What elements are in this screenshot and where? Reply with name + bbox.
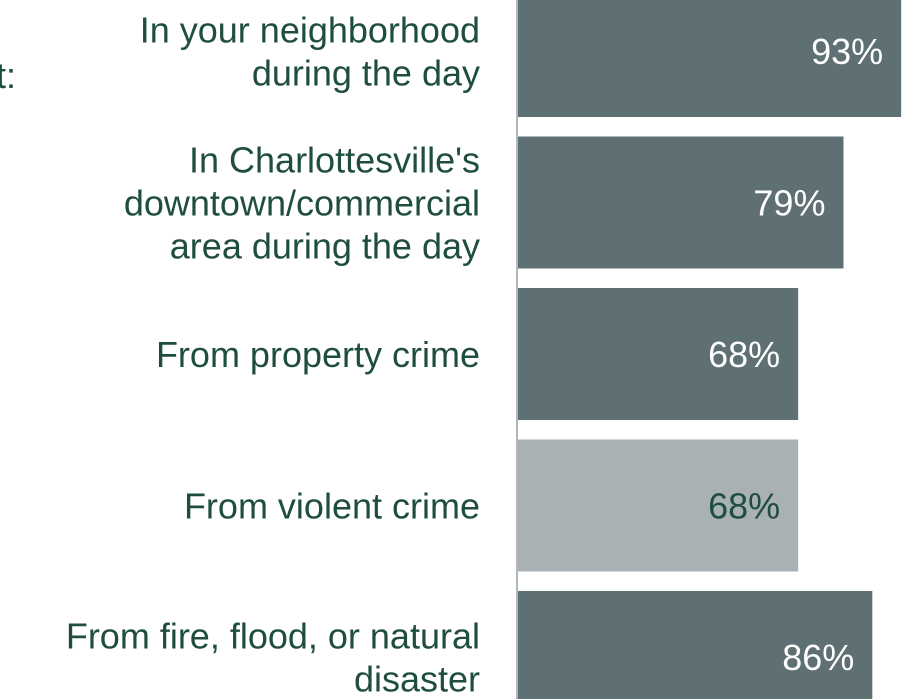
- category-label-line: In your neighborhood: [140, 10, 480, 51]
- value-label-0: 93%: [811, 31, 883, 72]
- category-label-line: From violent crime: [184, 486, 480, 527]
- value-label-3: 68%: [708, 486, 780, 527]
- bar-2: [518, 288, 799, 420]
- value-labels-group: 93% 79% 68% 68% 86%: [708, 31, 883, 678]
- category-label-line: From property crime: [156, 334, 480, 375]
- category-label-1: In Charlottesville's downtown/commercial a…: [124, 140, 480, 267]
- bar-0: [518, 0, 902, 117]
- category-label-line: disaster: [354, 659, 480, 699]
- value-label-2: 68%: [708, 334, 780, 375]
- category-labels-group: In your neighborhood during the day In Cha…: [66, 10, 480, 699]
- prefix-fragment: t:: [0, 55, 16, 96]
- bar-1: [518, 136, 844, 269]
- category-label-2: From property crime: [156, 334, 480, 375]
- category-label-4: From fire, flood, or natural disaster: [66, 616, 480, 699]
- bar-3: [518, 439, 799, 572]
- category-label-3: From violent crime: [184, 486, 480, 527]
- bars-group: [518, 0, 902, 699]
- value-label-1: 79%: [753, 183, 825, 224]
- category-label-line: during the day: [252, 53, 480, 94]
- category-label-line: area during the day: [170, 226, 480, 267]
- value-label-4: 86%: [782, 637, 854, 678]
- category-label-0: In your neighborhood during the day: [140, 10, 480, 94]
- category-label-line: From fire, flood, or natural: [66, 616, 480, 657]
- category-label-line: downtown/commercial: [124, 183, 480, 224]
- bar-4: [518, 591, 873, 699]
- category-label-line: In Charlottesville's: [189, 140, 480, 181]
